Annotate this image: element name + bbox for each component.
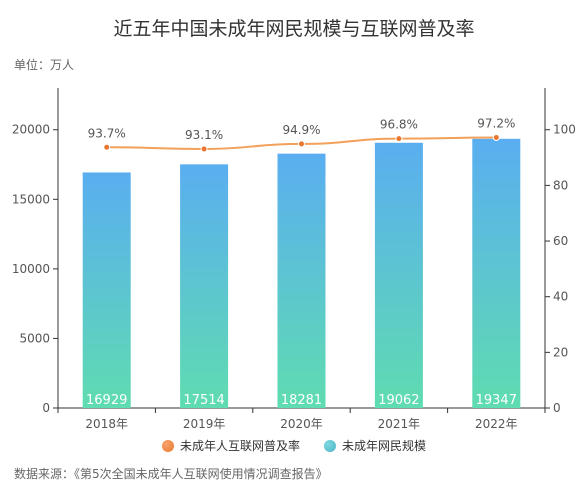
rate-label: 97.2% <box>477 117 515 131</box>
x-axis-tick-label: 2021年 <box>378 417 421 431</box>
rate-point <box>492 134 500 142</box>
legend-item-scale[interactable]: 未成年网民规模 <box>324 437 426 454</box>
legend-rate-marker <box>161 439 174 452</box>
bar <box>374 142 423 409</box>
left-axis-tick-label: 20000 <box>12 123 50 137</box>
rate-label: 93.7% <box>88 126 126 140</box>
left-axis-tick-label: 0 <box>42 401 50 415</box>
rate-point <box>298 140 305 148</box>
bar <box>180 164 229 408</box>
left-axis-tick-label: 10000 <box>12 262 50 276</box>
right-axis-tick-label: 20 <box>553 345 568 359</box>
rate-label: 96.8% <box>380 118 418 132</box>
bar-series: 16929 17514 18281 19062 19347 <box>82 138 521 409</box>
bar <box>472 138 521 408</box>
x-axis-tick-label: 2019年 <box>183 417 226 431</box>
legend-scale-marker <box>324 439 336 452</box>
rate-point <box>103 143 111 151</box>
x-axis-tick-label: 2020年 <box>280 417 323 431</box>
legend-item-rate[interactable]: 未成年人互联网普及率 <box>161 437 300 454</box>
right-axis-tick-label: 100 <box>553 123 576 137</box>
bar-value-label: 16929 <box>86 393 127 408</box>
x-axis-tick-label: 2018年 <box>85 417 128 431</box>
left-axis-tick-label: 15000 <box>12 192 50 206</box>
rate-label: 94.9% <box>282 123 320 137</box>
legend-scale-label: 未成年网民规模 <box>342 439 427 453</box>
line-series: 93.7% 93.1% 94.9% 96.8% 97.2% <box>88 117 515 153</box>
bar-value-label: 17514 <box>183 393 224 408</box>
left-axis-tick-label: 5000 <box>19 331 50 345</box>
legend: 未成年人互联网普及率 未成年网民规模 <box>0 437 588 454</box>
chart-title: 近五年中国未成年网民规模与互联网普及率 <box>113 18 475 40</box>
legend-rate-label: 未成年人互联网普及率 <box>179 439 300 453</box>
bar <box>277 153 326 408</box>
source-prefix: 数据来源： <box>14 467 75 481</box>
right-axis-tick-label: 60 <box>553 234 568 248</box>
bar <box>82 172 131 408</box>
x-axis-tick-label: 2022年 <box>475 417 518 431</box>
right-axis-tick-label: 0 <box>553 401 561 415</box>
right-axis-tick-label: 40 <box>553 290 568 304</box>
source-note: 数据来源：第5次全国未成年人互联网使用情况调查报告 <box>14 465 328 482</box>
rate-point <box>395 135 403 143</box>
rate-label: 93.1% <box>185 128 223 142</box>
bar-value-label: 19347 <box>476 393 517 408</box>
bar-value-label: 18281 <box>281 393 322 408</box>
source-name: 第5次全国未成年人互联网使用情况调查报告 <box>74 467 328 481</box>
unit-label: 单位：万人 <box>14 58 75 72</box>
axes: 0 5000 10000 15000 20000 0 20 40 60 80 100 2018年 201… <box>12 88 576 431</box>
rate-point <box>200 145 208 153</box>
right-axis-tick-label: 80 <box>553 178 568 192</box>
bar-value-label: 19062 <box>378 393 419 408</box>
